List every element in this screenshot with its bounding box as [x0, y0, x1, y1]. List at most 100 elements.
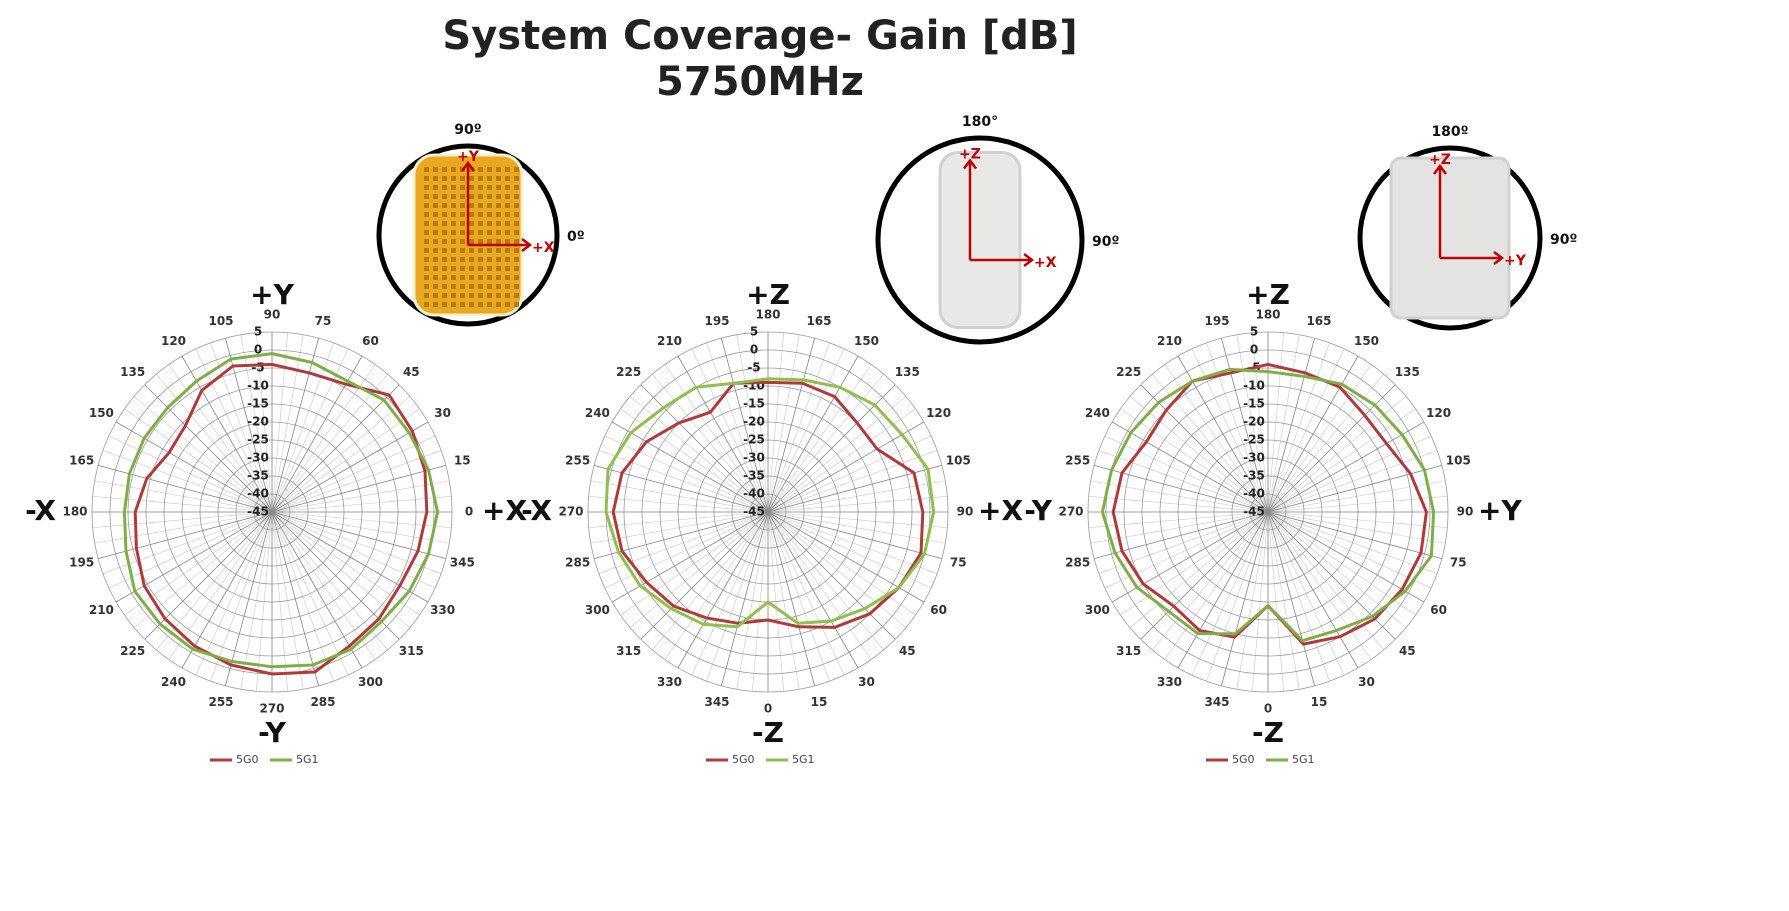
grid-spoke	[271, 511, 446, 559]
grille-hole	[469, 176, 474, 181]
grid-spoke	[1267, 465, 1442, 513]
axis-label: +Y	[1478, 494, 1522, 527]
angle-tick-label: 0	[764, 702, 772, 716]
grille-hole	[478, 185, 483, 190]
r-tick-label: -40	[247, 487, 269, 501]
grid-spoke	[1267, 511, 1442, 559]
arrow-label: +Z	[1429, 152, 1451, 168]
angle-tick-label: 285	[1065, 555, 1090, 569]
grid-spoke	[144, 384, 273, 513]
grille-hole	[496, 176, 501, 181]
grille-hole	[469, 203, 474, 208]
grid-spoke	[767, 465, 942, 513]
grille-hole	[451, 194, 456, 199]
angle-tick-label: 195	[69, 555, 94, 569]
grille-hole	[460, 203, 465, 208]
grille-hole	[424, 167, 429, 172]
angle-tick-label: 30	[1358, 675, 1375, 689]
grid-spoke	[1094, 465, 1269, 513]
inset-angle: 90º	[1092, 234, 1119, 250]
grille-hole	[496, 203, 501, 208]
grille-hole	[478, 230, 483, 235]
grid-spoke	[767, 421, 925, 513]
r-tick-label: 5	[254, 325, 262, 339]
grille-hole	[514, 194, 519, 199]
inset-angle: 180°	[962, 114, 998, 130]
grille-hole	[442, 257, 447, 262]
grille-hole	[469, 248, 474, 253]
device-photo	[1389, 156, 1511, 320]
device-inset: +Z +X 180° 90º	[875, 114, 1119, 345]
angle-tick-label: 75	[950, 555, 967, 569]
grille-hole	[487, 266, 492, 271]
angle-tick-label: 165	[806, 314, 831, 328]
grille-hole	[487, 212, 492, 217]
angle-tick-label: 345	[704, 695, 729, 709]
grille-hole	[496, 257, 501, 262]
grille-hole	[451, 203, 456, 208]
grille-hole	[424, 185, 429, 190]
grille-hole	[514, 176, 519, 181]
angle-tick-label: 255	[208, 695, 233, 709]
angle-tick-label: 210	[89, 603, 114, 617]
angle-tick-label: 210	[657, 334, 682, 348]
r-tick-label: 0	[1250, 343, 1258, 357]
grille-hole	[478, 293, 483, 298]
grille-hole	[505, 239, 510, 244]
grille-hole	[442, 203, 447, 208]
grille-hole	[451, 230, 456, 235]
angle-tick-label: 30	[434, 406, 451, 420]
angle-tick-label: 60	[930, 603, 947, 617]
grille-hole	[496, 293, 501, 298]
grille-hole	[505, 221, 510, 226]
grille-hole	[433, 266, 438, 271]
grille-hole	[505, 248, 510, 253]
angle-tick-label: 225	[1116, 365, 1141, 379]
angle-tick-label: 150	[1354, 334, 1379, 348]
grille-hole	[514, 212, 519, 217]
grille-hole	[433, 167, 438, 172]
grid-spoke	[1140, 511, 1269, 640]
grille-hole	[505, 293, 510, 298]
angle-tick-label: 90	[957, 505, 974, 519]
r-tick-label: -10	[1243, 379, 1265, 393]
grid-spoke	[1267, 338, 1315, 513]
series-line	[122, 352, 440, 669]
angle-tick-label: 345	[1204, 695, 1229, 709]
grid-spoke	[1177, 511, 1269, 669]
grille-hole	[514, 185, 519, 190]
grid-spoke	[721, 511, 769, 686]
angle-tick-label: 315	[616, 644, 641, 658]
angle-tick-label: 195	[704, 314, 729, 328]
grille-hole	[460, 284, 465, 289]
angle-tick-label: 330	[657, 675, 682, 689]
grid-spoke	[1267, 511, 1425, 603]
grille-hole	[496, 212, 501, 217]
angle-tick-label: 180	[1255, 308, 1280, 322]
angle-tick-label: 285	[565, 555, 590, 569]
grille-hole	[487, 230, 492, 235]
angle-tick-label: 300	[1085, 603, 1110, 617]
grid-spoke	[594, 511, 769, 559]
grille-hole	[505, 212, 510, 217]
grille-hole	[496, 248, 501, 253]
grille-hole	[514, 203, 519, 208]
grid-spoke	[767, 511, 859, 669]
grille-hole	[424, 239, 429, 244]
grille-hole	[442, 266, 447, 271]
grille-hole	[496, 185, 501, 190]
angle-tick-label: 60	[362, 334, 379, 348]
angle-tick-label: 300	[358, 675, 383, 689]
grille-hole	[442, 302, 447, 307]
grille-hole	[442, 167, 447, 172]
r-tick-label: -45	[743, 505, 765, 519]
grille-hole	[469, 257, 474, 262]
r-tick-label: -5	[251, 361, 264, 375]
grille-hole	[478, 248, 483, 253]
r-tick-label: -45	[247, 505, 269, 519]
grille-hole	[496, 302, 501, 307]
legend-label: 5G0	[1232, 753, 1255, 766]
grid-spoke	[115, 511, 273, 603]
arrow-label: +X	[532, 240, 555, 256]
grille-hole	[451, 167, 456, 172]
